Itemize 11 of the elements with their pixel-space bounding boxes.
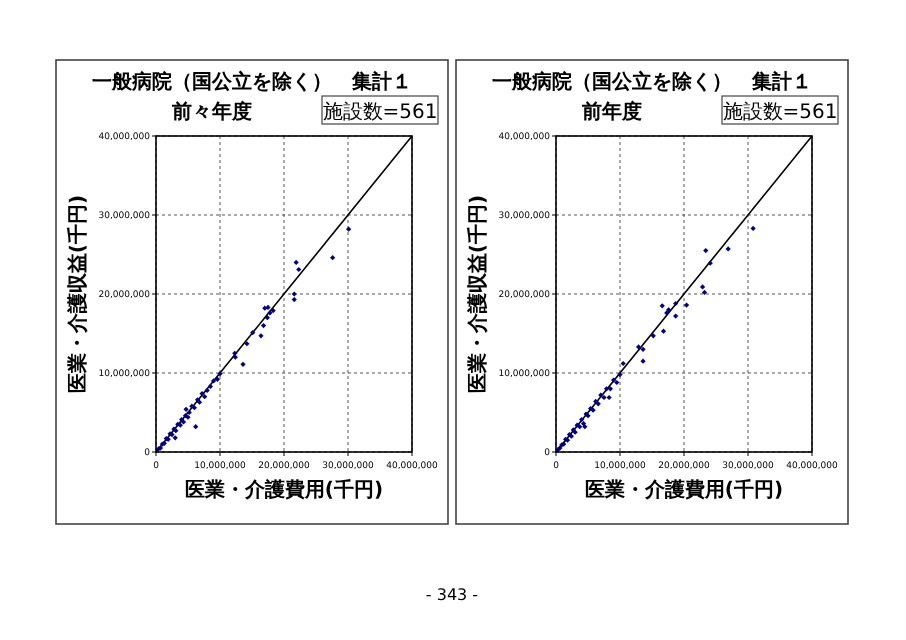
x-axis-title: 医業・介護費用(千円) <box>184 478 384 502</box>
x-axis-title: 医業・介護費用(千円) <box>584 478 784 502</box>
chart-title: 一般病院（国公立を除く） 集計１ <box>92 70 412 94</box>
y-axis-title: 医業・介護収益(千円) <box>66 194 90 394</box>
chart-subtitle: 前年度 <box>580 100 642 124</box>
chart-title: 一般病院（国公立を除く） 集計１ <box>492 70 812 94</box>
text: - 343 - <box>425 586 479 604</box>
text: 施設数=561 <box>722 100 838 124</box>
text: 施設数=561 <box>322 100 438 124</box>
chart-subtitle: 前々年度 <box>170 100 252 124</box>
y-axis-title: 医業・介護収益(千円) <box>466 194 490 394</box>
